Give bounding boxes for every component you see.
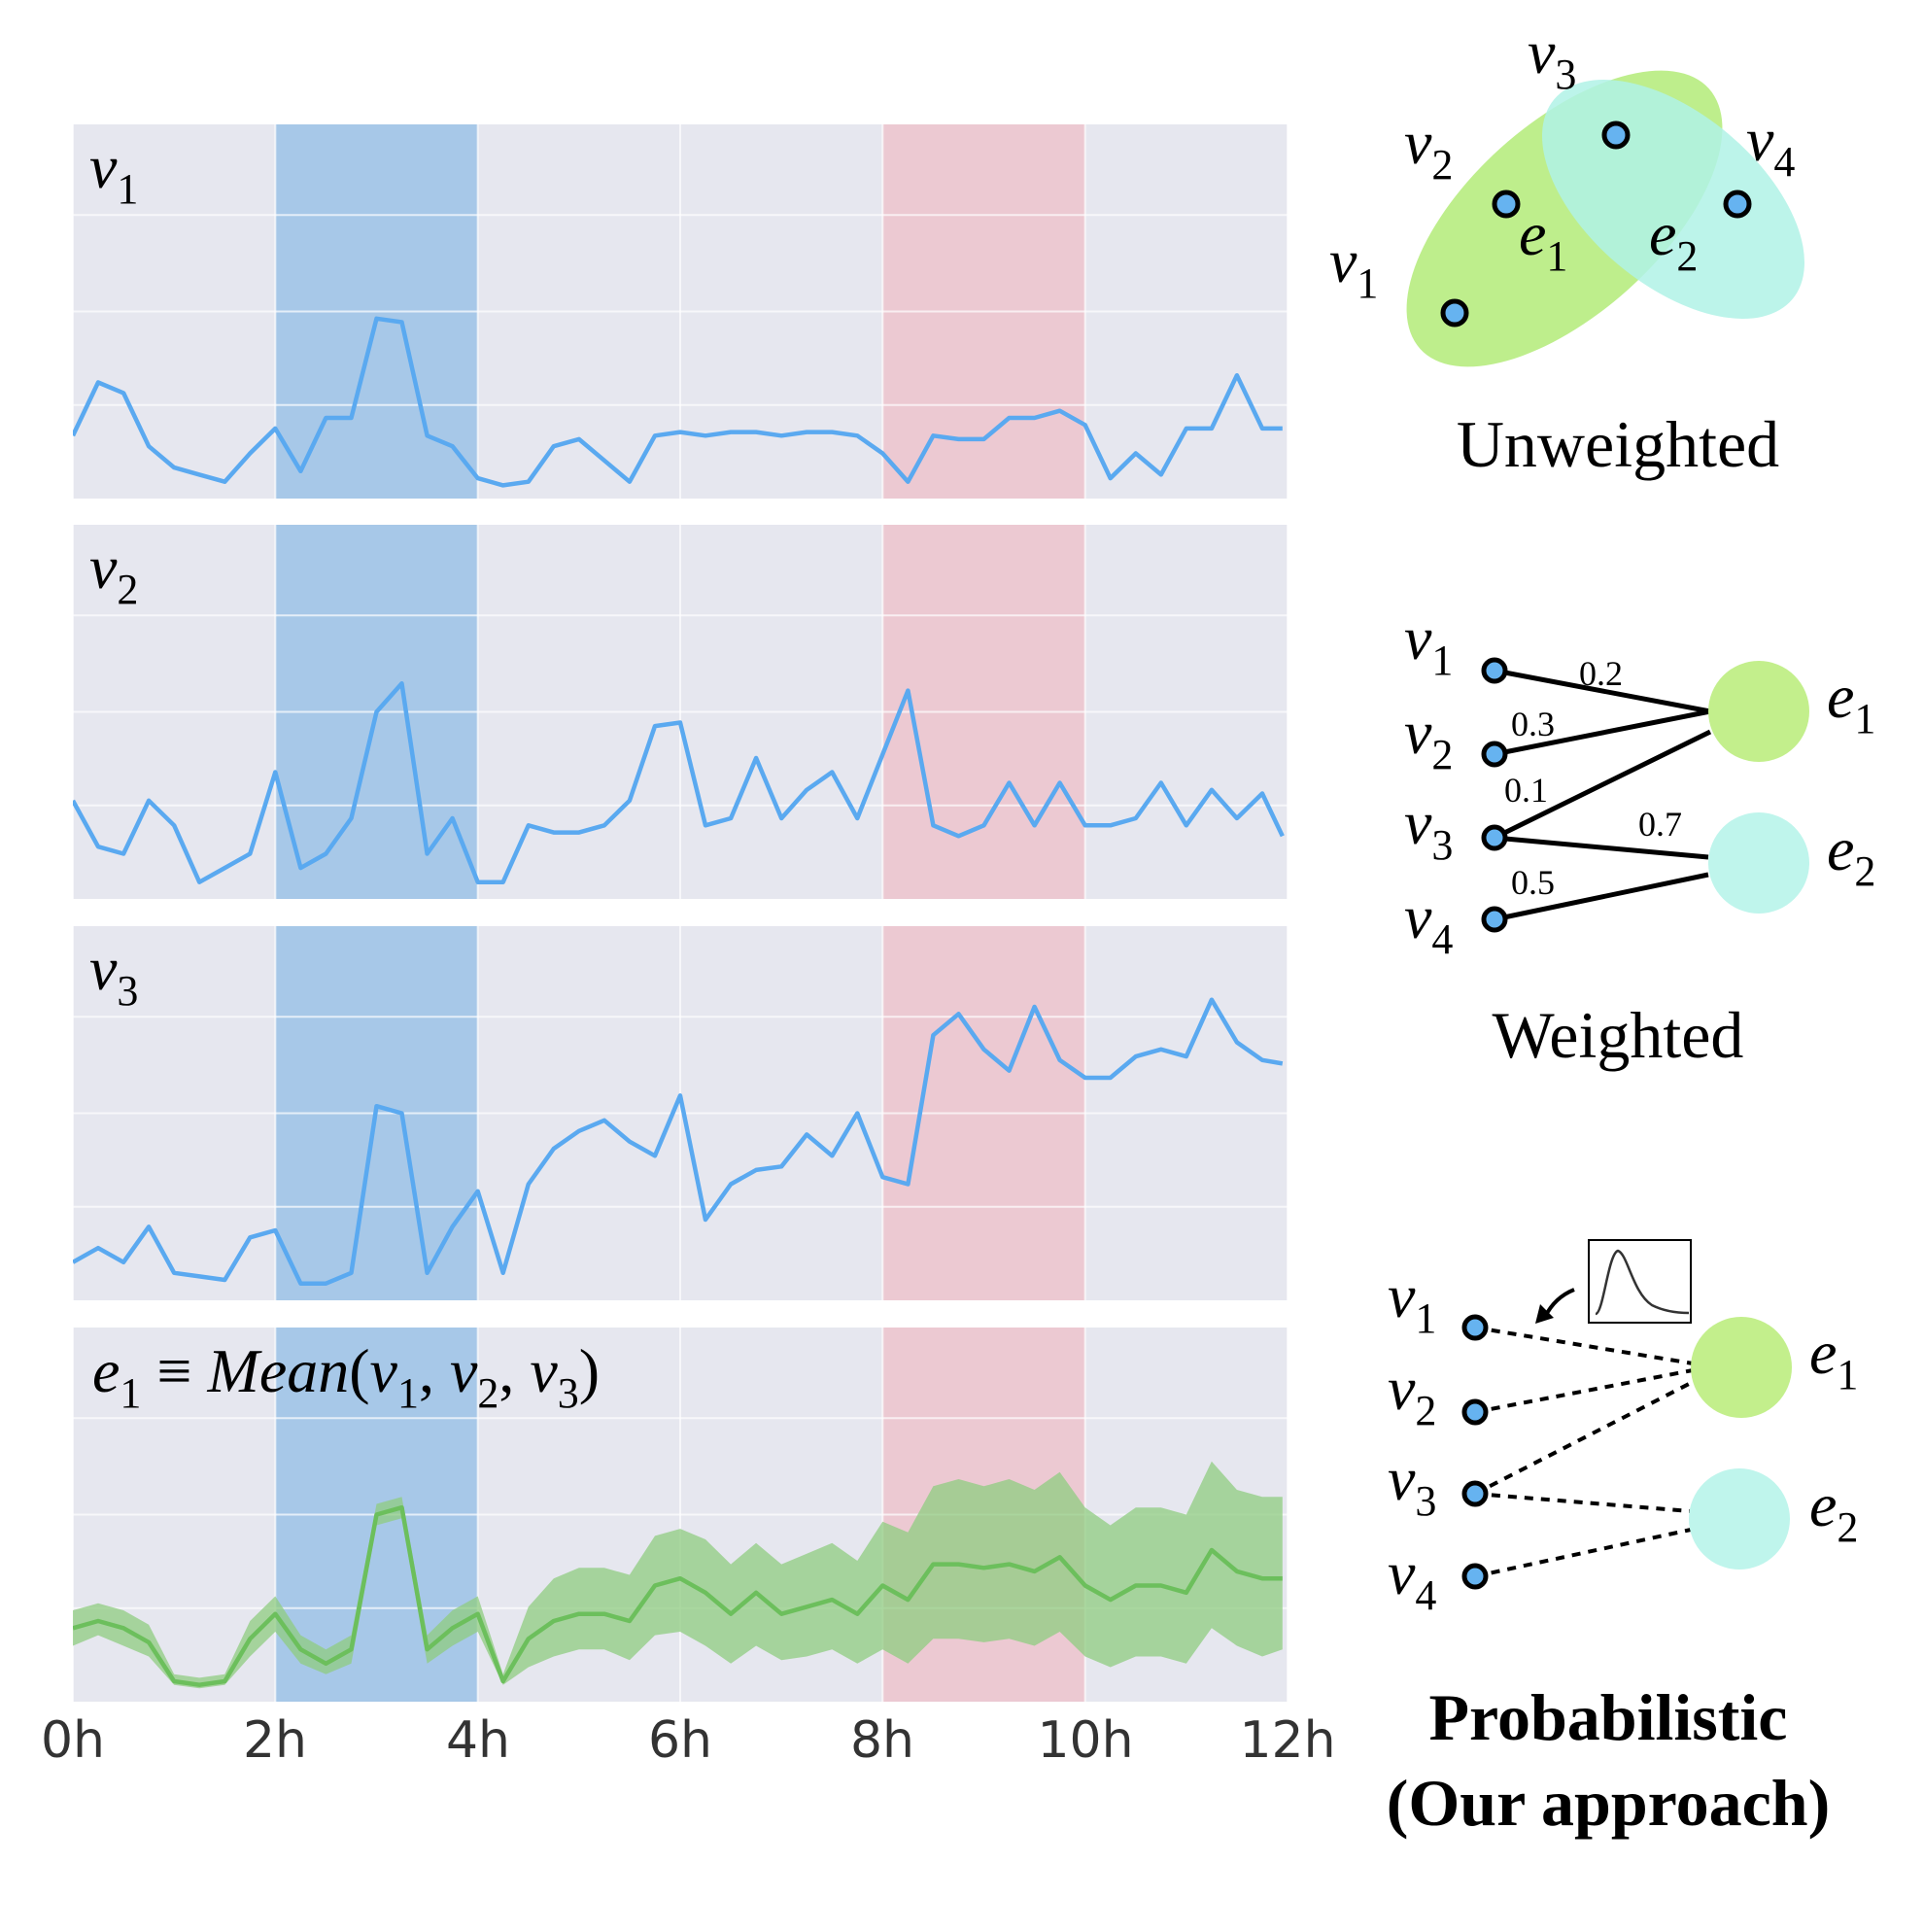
x-tick-label: 8h <box>850 1711 914 1770</box>
edge-v3-e2 <box>1494 835 1709 860</box>
panel-v3: v3 <box>72 926 1288 1300</box>
edge-v4-e2 <box>1474 1528 1692 1578</box>
label-e2: e2 <box>1649 199 1698 280</box>
label-e1: e1 <box>1827 662 1875 742</box>
edge-v2-e1 <box>1494 708 1711 757</box>
hyperedge-e1 <box>1708 661 1809 762</box>
edge-v4-e2 <box>1494 872 1709 922</box>
edge-v1-e1 <box>1474 1326 1694 1365</box>
x-tick-label: 12h <box>1239 1711 1335 1770</box>
panel-label-v2: v2 <box>89 533 138 613</box>
time-series-panels: v1 v2 v3 e1 ≡ Mean(v1, v2, v3) <box>72 124 1288 1702</box>
label-v1: v1 <box>1329 226 1378 307</box>
hyperedge-e1 <box>1691 1317 1792 1418</box>
unweighted-hypergraph-diagram: v1 v2 v3 v4 e1 e2 Unweighted <box>1329 17 1804 481</box>
node-v4 <box>1723 190 1752 219</box>
x-axis-tick-labels: 0h 2h 4h 6h 8h 10h 12h <box>41 1711 1336 1770</box>
distribution-inset-icon <box>1588 1239 1692 1324</box>
node-v4 <box>1461 1563 1489 1590</box>
arrow-icon <box>1535 1288 1575 1324</box>
node-v3 <box>1481 824 1508 851</box>
panel-label-e1-mean: e1 ≡ Mean(v1, v2, v3) <box>92 1336 600 1417</box>
edge-v3-e1 <box>1493 729 1712 841</box>
weighted-hypergraph-diagram: v1 v2 v3 v4 e1 e2 0.2 0.3 0.1 0.7 0.5 We… <box>1404 604 1875 1072</box>
panel-label-v1: v1 <box>89 132 138 213</box>
x-tick-label: 4h <box>446 1711 510 1770</box>
hyperedge-e2 <box>1689 1468 1790 1570</box>
x-tick-label: 10h <box>1037 1711 1133 1770</box>
label-v4: v4 <box>1388 1538 1436 1619</box>
label-v4: v4 <box>1404 882 1453 963</box>
edge-v3-e1 <box>1474 1380 1694 1496</box>
panel-label-v3: v3 <box>89 934 138 1015</box>
label-v1: v1 <box>1404 604 1453 684</box>
node-v4 <box>1481 906 1508 933</box>
node-v1 <box>1440 298 1469 328</box>
edge-v1-e1 <box>1494 668 1711 714</box>
label-v2: v2 <box>1388 1354 1436 1434</box>
node-v1 <box>1481 657 1508 684</box>
x-tick-label: 6h <box>648 1711 712 1770</box>
node-v2 <box>1492 190 1521 219</box>
label-v3: v3 <box>1528 17 1576 98</box>
caption-unweighted: Unweighted <box>1457 407 1779 481</box>
label-e1: e1 <box>1809 1318 1858 1398</box>
x-tick-label: 0h <box>41 1711 105 1770</box>
edge-v2-e1 <box>1474 1368 1694 1414</box>
weight-label-v3-e2: 0.7 <box>1638 805 1682 844</box>
label-e2: e2 <box>1809 1470 1858 1551</box>
caption-our-approach: (Our approach) <box>1387 1766 1831 1840</box>
caption-weighted: Weighted <box>1493 998 1744 1072</box>
label-v1: v1 <box>1388 1261 1436 1342</box>
weight-label-v2-e1: 0.3 <box>1511 705 1555 743</box>
node-v3 <box>1461 1480 1489 1507</box>
x-tick-label: 2h <box>243 1711 307 1770</box>
series-line-e1 <box>73 1504 1283 1687</box>
label-v3: v3 <box>1388 1444 1436 1525</box>
label-v2: v2 <box>1404 108 1453 189</box>
node-v3 <box>1601 121 1631 150</box>
series-line-v1 <box>73 316 1283 488</box>
panel-e1: e1 ≡ Mean(v1, v2, v3) <box>72 1328 1288 1702</box>
panel-v1: v1 <box>72 124 1288 499</box>
panel-v2: v2 <box>72 525 1288 899</box>
edge-v3-e2 <box>1474 1492 1692 1513</box>
label-v4: v4 <box>1746 105 1795 186</box>
label-e1: e1 <box>1519 199 1567 280</box>
weight-label-v3-e1: 0.1 <box>1504 771 1548 810</box>
label-v2: v2 <box>1404 698 1453 778</box>
label-e2: e2 <box>1827 814 1875 895</box>
probabilistic-hypergraph-diagram: v1 v2 v3 v4 e1 e2 Probabilistic (Our app… <box>1387 1239 1858 1840</box>
node-v1 <box>1461 1314 1489 1341</box>
node-v2 <box>1461 1398 1489 1426</box>
weight-label-v1-e1: 0.2 <box>1579 654 1623 693</box>
hyperedge-e2 <box>1708 812 1809 914</box>
caption-probabilistic: Probabilistic <box>1429 1680 1788 1754</box>
series-line-v3 <box>73 997 1284 1286</box>
node-v2 <box>1481 741 1508 768</box>
series-line-v2 <box>73 681 1285 884</box>
label-v3: v3 <box>1404 788 1453 869</box>
weight-label-v4-e2: 0.5 <box>1511 863 1555 902</box>
